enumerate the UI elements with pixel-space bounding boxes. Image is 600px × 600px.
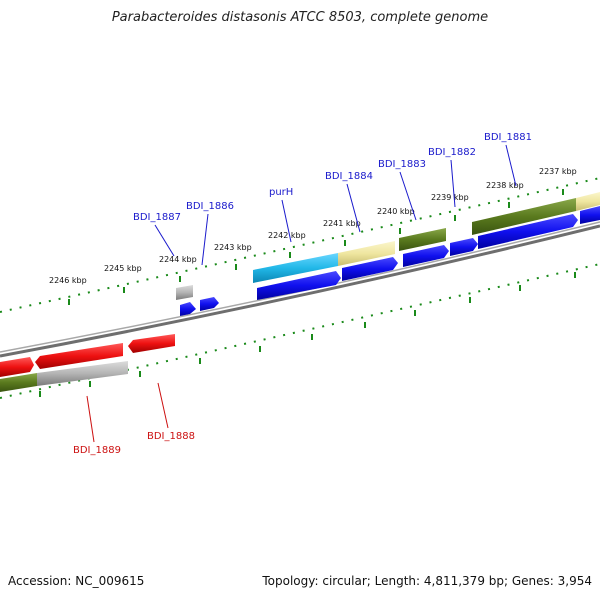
cds-feature-grey [37, 361, 128, 386]
reverse-gene-arrow [0, 357, 34, 377]
cds-feature-grey [176, 285, 193, 300]
cds-feature-green [399, 228, 446, 251]
gene-label: BDI_1884 [325, 171, 373, 182]
gene-labels-bottom: BDI_1889 BDI_1888 [73, 431, 195, 456]
bottom-label-leaders [86, 382, 169, 443]
tick-label: 2246 kbp [49, 276, 87, 285]
map-title: Parabacteroides distasonis ATCC 8503, co… [111, 10, 489, 25]
tick-label: 2242 kbp [268, 231, 306, 240]
major-ticks-bottom [39, 272, 576, 397]
cds-feature-cyan [253, 253, 338, 283]
forward-gene-arrow [342, 257, 398, 281]
forward-gene-arrow [257, 271, 341, 300]
tick-label: 2240 kbp [377, 207, 415, 216]
gene-labels-top: BDI_1887 BDI_1886 purH BDI_1884 BDI_1883… [133, 132, 532, 223]
tick-label: 2241 kbp [323, 219, 361, 228]
genome-summary: Topology: circular; Length: 4,811,379 bp… [262, 574, 592, 588]
tick-label: 2239 kbp [431, 193, 469, 202]
gene-label: BDI_1883 [378, 159, 426, 170]
tick-labels: 2246 kbp 2245 kbp 2244 kbp 2243 kbp 2242… [49, 167, 577, 285]
major-ticks-top [68, 189, 564, 305]
forward-gene-arrow [478, 214, 578, 249]
tick-label: 2243 kbp [214, 243, 252, 252]
tick-label: 2237 kbp [539, 167, 577, 176]
gene-label: BDI_1889 [73, 445, 121, 456]
gene-label: BDI_1887 [133, 212, 181, 223]
gene-label: BDI_1888 [147, 431, 195, 442]
top-label-leaders [154, 144, 517, 266]
reverse-gene-arrow [35, 343, 123, 369]
gene-label: BDI_1882 [428, 147, 476, 158]
forward-gene-arrow [180, 302, 196, 316]
forward-gene-arrow [403, 245, 449, 267]
forward-gene-row [180, 206, 600, 316]
cds-feature-yellow [576, 192, 600, 211]
cds-feature-row-top [176, 192, 600, 300]
tick-label: 2244 kbp [159, 255, 197, 264]
cds-feature-green [472, 198, 576, 235]
forward-gene-arrow [580, 206, 600, 224]
tick-label: 2238 kbp [486, 181, 524, 190]
gene-label: BDI_1886 [186, 201, 234, 212]
forward-gene-arrow [450, 238, 478, 256]
gene-label: BDI_1881 [484, 132, 532, 143]
reverse-gene-row [0, 334, 175, 377]
forward-gene-arrow [200, 297, 219, 311]
reverse-gene-arrow [128, 334, 175, 353]
cds-feature-yellow [338, 241, 395, 266]
cds-feature-row-bottom [0, 361, 128, 392]
accession-label: Accession: NC_009615 [8, 574, 145, 588]
gene-label: purH [269, 187, 293, 198]
cds-feature-green [0, 373, 37, 392]
tick-label: 2245 kbp [104, 264, 142, 273]
